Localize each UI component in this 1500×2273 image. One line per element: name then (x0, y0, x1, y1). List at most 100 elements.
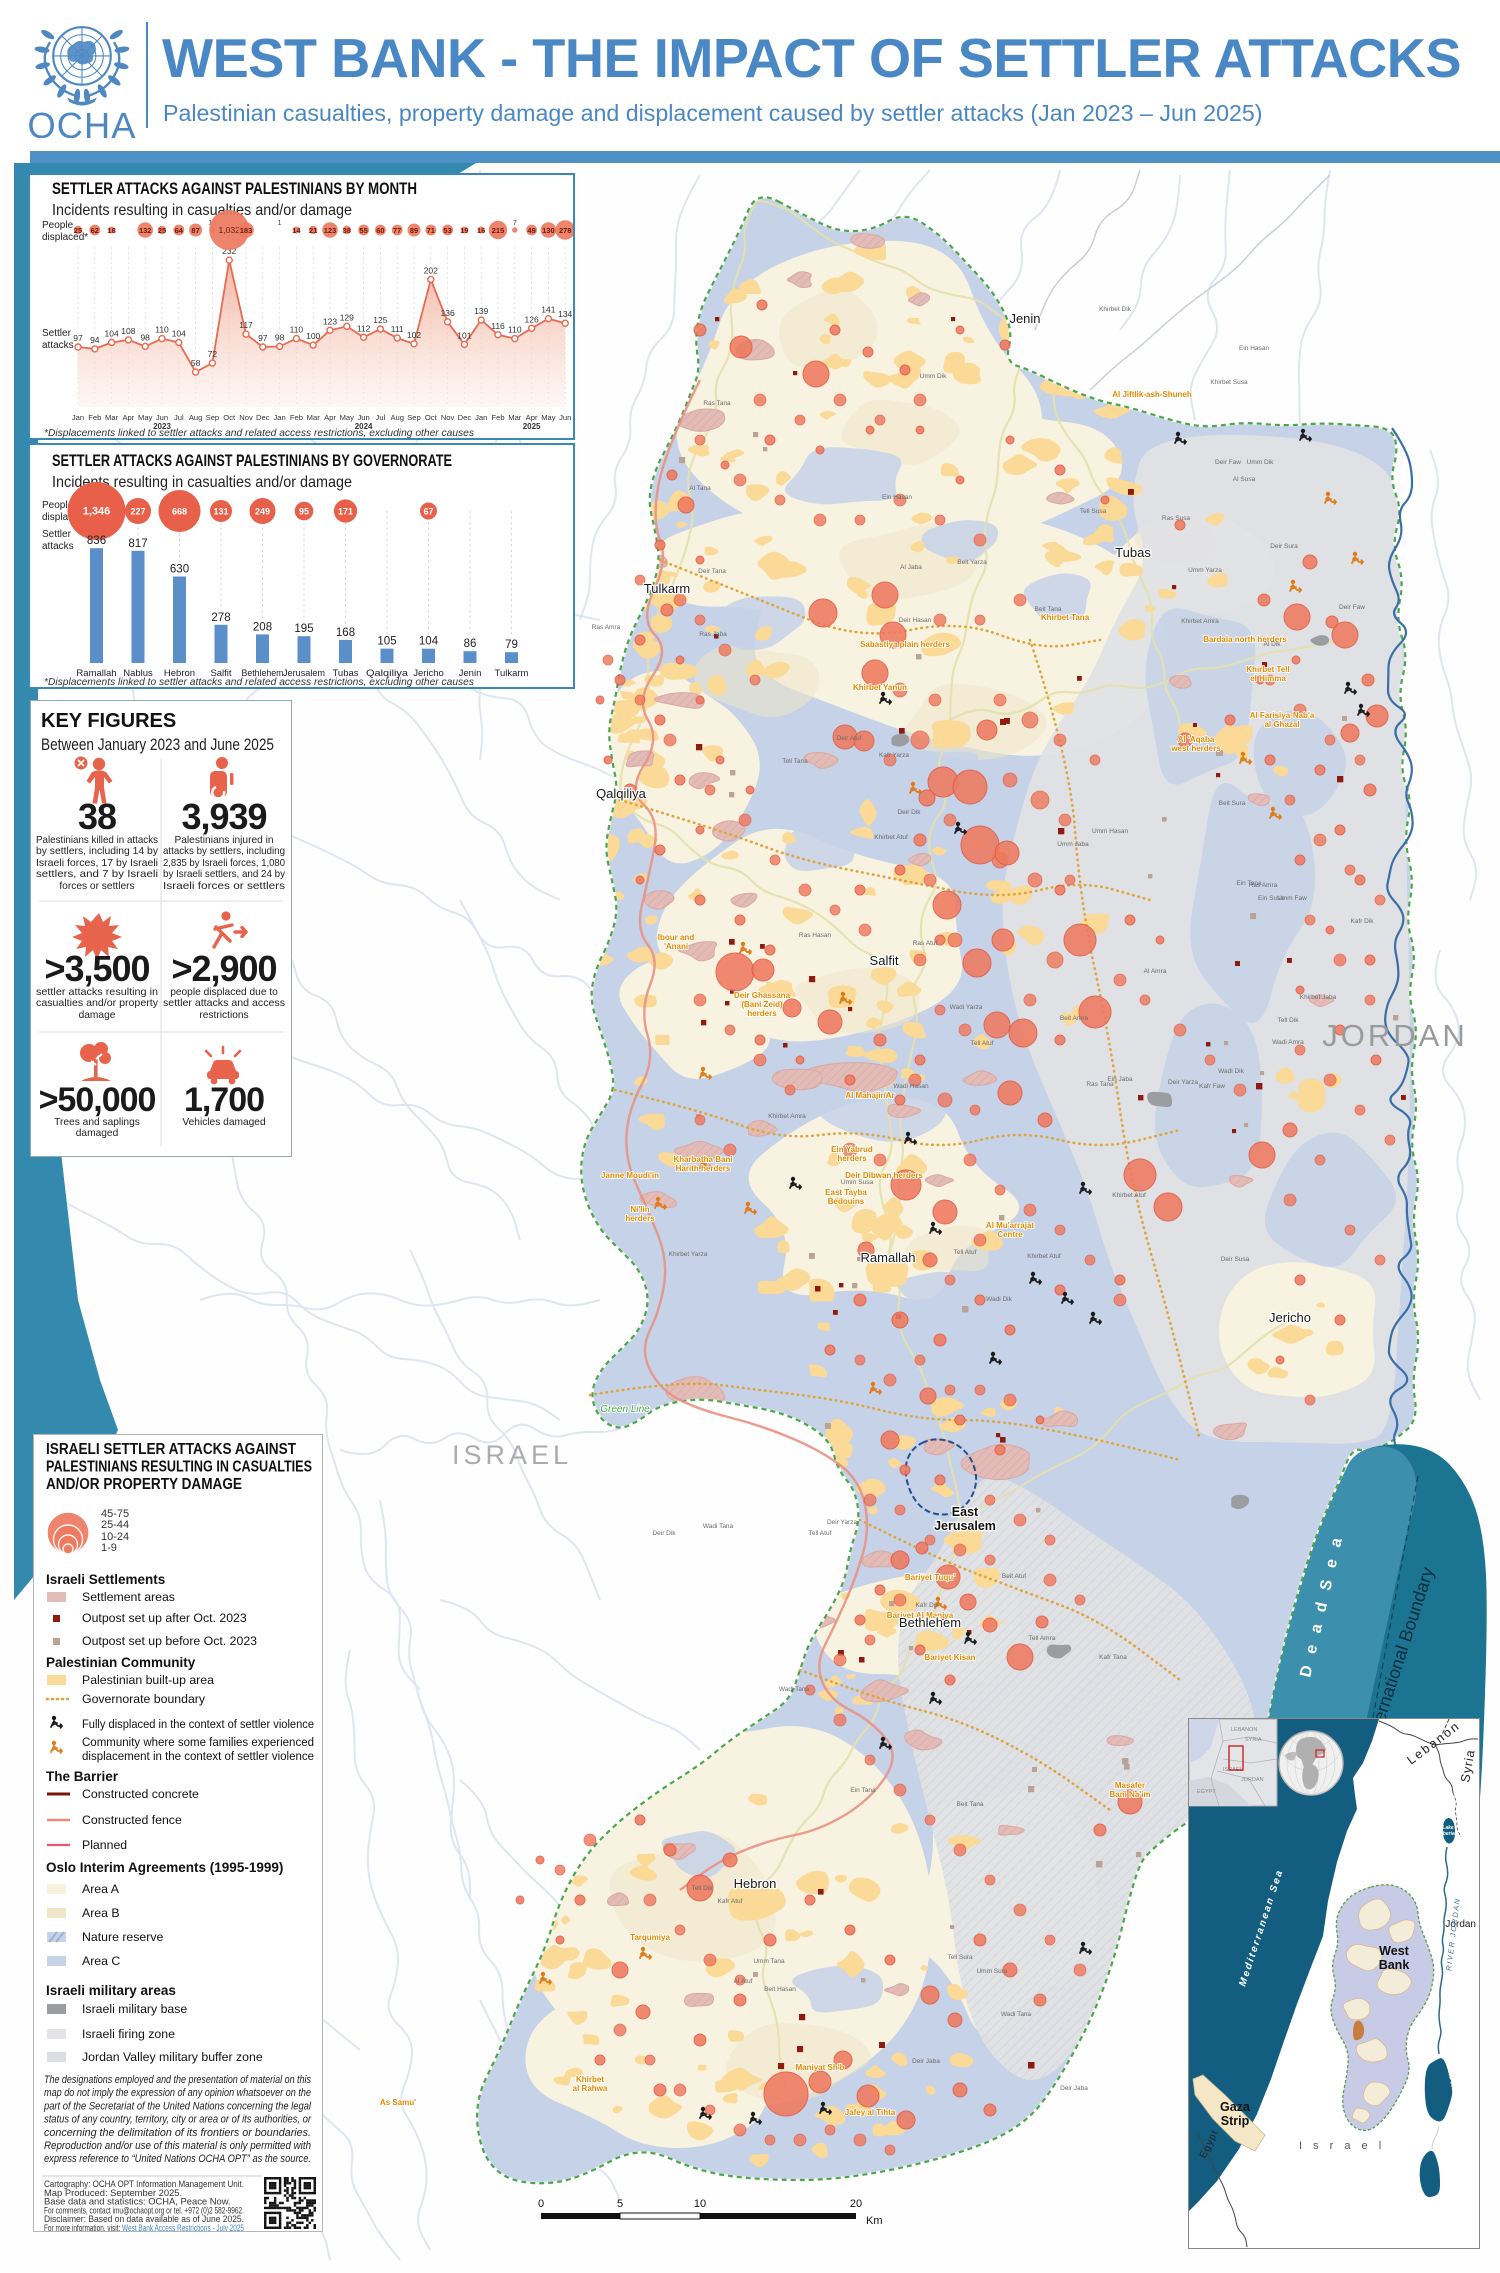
svg-text:Khirbet Jaba: Khirbet Jaba (1300, 994, 1337, 1001)
svg-text:Israeli forces, 17 by Israeli: Israeli forces, 17 by Israeli (36, 858, 158, 869)
svg-text:Khirbet Dik: Khirbet Dik (1099, 306, 1132, 313)
svg-text:Tulkarm: Tulkarm (495, 668, 529, 679)
svg-text:Outpost set up after Oct. 2023: Outpost set up after Oct. 2023 (82, 1611, 247, 1625)
svg-text:by Israeli settlers, and 24 by: by Israeli settlers, and 24 by (163, 869, 286, 880)
svg-text:Deir Dik: Deir Dik (652, 1530, 676, 1537)
svg-text:Jun: Jun (559, 413, 571, 422)
svg-text:Khirbet Yarza: Khirbet Yarza (669, 1251, 708, 1258)
svg-text:18: 18 (107, 226, 115, 235)
svg-text:64: 64 (175, 226, 184, 235)
svg-text:Tarqumiya: Tarqumiya (630, 1933, 670, 1942)
svg-text:Area C: Area C (82, 1954, 120, 1968)
svg-text:>3,500: >3,500 (44, 948, 149, 989)
svg-text:Salfit: Salfit (870, 953, 899, 968)
svg-text:displaced*: displaced* (42, 232, 88, 243)
svg-text:Israeli Settlements: Israeli Settlements (46, 1572, 165, 1587)
svg-text:278: 278 (211, 612, 230, 624)
svg-text:Sep: Sep (206, 413, 220, 422)
svg-text:117: 117 (239, 320, 253, 330)
svg-text:168: 168 (336, 627, 355, 639)
svg-text:Tell Dik: Tell Dik (692, 1885, 714, 1892)
svg-text:'Anani: 'Anani (664, 942, 688, 951)
svg-text:55: 55 (359, 226, 367, 235)
svg-text:Nature reserve: Nature reserve (82, 1930, 163, 1944)
svg-text:Tell Dik: Tell Dik (1278, 1017, 1300, 1024)
svg-text:Umm Sura: Umm Sura (976, 1968, 1007, 1975)
svg-text:Green Line: Green Line (600, 1404, 650, 1415)
svg-text:KEY FIGURES: KEY FIGURES (41, 710, 176, 732)
svg-text:Umm Faw: Umm Faw (1277, 895, 1307, 902)
svg-text:Khirbet Tell: Khirbet Tell (1246, 665, 1289, 674)
svg-text:attacks: attacks (42, 541, 74, 552)
svg-text:Beit Amra: Beit Amra (1060, 1015, 1089, 1022)
svg-text:79: 79 (505, 639, 518, 651)
svg-text:Kharbatha Bani: Kharbatha Bani (673, 1155, 732, 1164)
svg-text:49: 49 (527, 226, 535, 235)
svg-text:*Displacements linked to settl: *Displacements linked to settler attacks… (44, 428, 474, 438)
svg-text:62: 62 (91, 226, 99, 235)
svg-text:Deir Dik: Deir Dik (897, 809, 921, 816)
svg-text:202: 202 (424, 265, 438, 275)
svg-text:SETTLER ATTACKS AGAINST PALEST: SETTLER ATTACKS AGAINST PALESTINIANS BY … (52, 452, 452, 470)
svg-text:LEBANON: LEBANON (1231, 1727, 1257, 1733)
svg-text:Nov: Nov (239, 413, 253, 422)
svg-text:105: 105 (377, 636, 396, 648)
svg-text:Apr: Apr (324, 413, 336, 422)
svg-text:people displaced due to: people displaced due to (170, 987, 278, 998)
svg-text:Syria: Syria (1458, 1748, 1478, 1783)
svg-text:86: 86 (464, 638, 477, 650)
svg-text:Jun: Jun (357, 413, 369, 422)
svg-text:Mar: Mar (307, 413, 321, 422)
svg-text:Ein Jaba: Ein Jaba (1107, 1076, 1133, 1083)
svg-text:People: People (42, 500, 74, 511)
svg-text:SETTLER ATTACKS AGAINST PALEST: SETTLER ATTACKS AGAINST PALESTINIANS BY … (52, 180, 417, 198)
svg-text:Deir Jaba: Deir Jaba (1060, 2085, 1088, 2092)
svg-text:Al Amra: Al Amra (1144, 968, 1167, 975)
svg-text:JORDAN: JORDAN (1322, 1018, 1467, 1053)
svg-text:Jul: Jul (376, 413, 386, 422)
svg-text:Ras Atuf: Ras Atuf (913, 940, 938, 947)
svg-text:Khirbet Atuf: Khirbet Atuf (874, 834, 908, 841)
svg-text:concerning the delimitation of: concerning the delimitation of its front… (44, 2127, 311, 2139)
svg-text:Al Dik: Al Dik (1264, 641, 1282, 648)
svg-text:west herders: west herders (1170, 744, 1221, 753)
svg-text:Wadi Tana: Wadi Tana (703, 1523, 734, 1530)
svg-text:132: 132 (139, 226, 152, 235)
svg-text:East Tayba: East Tayba (825, 1188, 867, 1197)
svg-text:71: 71 (427, 226, 435, 235)
svg-text:101: 101 (457, 330, 471, 340)
svg-text:settler attacks and access: settler attacks and access (163, 998, 285, 1009)
svg-text:Ras Amra: Ras Amra (1249, 882, 1278, 889)
svg-text:112: 112 (357, 323, 371, 333)
svg-text:Sep: Sep (407, 413, 421, 422)
svg-text:Deir Sura: Deir Sura (1270, 543, 1298, 550)
svg-text:110: 110 (290, 325, 304, 335)
svg-text:Deir Hasan: Deir Hasan (899, 617, 932, 624)
svg-text:AND/OR PROPERTY DAMAGE: AND/OR PROPERTY DAMAGE (46, 1476, 242, 1493)
svg-text:0: 0 (538, 2198, 544, 2210)
svg-text:Deir Atuf: Deir Atuf (837, 735, 862, 742)
svg-text:Centre: Centre (997, 1230, 1023, 1239)
svg-text:232: 232 (222, 246, 236, 256)
svg-text:Ein Tana: Ein Tana (850, 1787, 876, 1794)
svg-text:125: 125 (373, 315, 387, 325)
svg-text:25-44: 25-44 (101, 1519, 129, 1531)
svg-text:208: 208 (253, 621, 272, 633)
svg-text:Al Jiftlik-ash-Shuneh: Al Jiftlik-ash-Shuneh (1112, 390, 1192, 399)
svg-text:Wadi Hasan: Wadi Hasan (893, 1083, 929, 1090)
svg-text:111: 111 (391, 324, 404, 334)
svg-text:5: 5 (617, 2198, 623, 2210)
svg-text:1,346: 1,346 (83, 506, 111, 518)
svg-text:herders: herders (747, 1009, 777, 1018)
svg-text:ISRAELI SETTLER ATTACKS AGAINS: ISRAELI SETTLER ATTACKS AGAINST (46, 1441, 296, 1458)
svg-text:Harith herders: Harith herders (676, 1164, 731, 1173)
svg-text:ISRAEL: ISRAEL (452, 1440, 572, 1470)
svg-text:>2,900: >2,900 (171, 948, 276, 989)
svg-text:Constructed fence: Constructed fence (82, 1813, 182, 1827)
svg-text:227: 227 (130, 507, 145, 517)
svg-text:Feb: Feb (88, 413, 101, 422)
svg-text:by settlers, including 14 by: by settlers, including 14 by (36, 846, 159, 857)
svg-text:Khirbet Atuf: Khirbet Atuf (1112, 1192, 1146, 1199)
svg-text:95: 95 (299, 507, 309, 517)
svg-text:14: 14 (292, 226, 301, 235)
